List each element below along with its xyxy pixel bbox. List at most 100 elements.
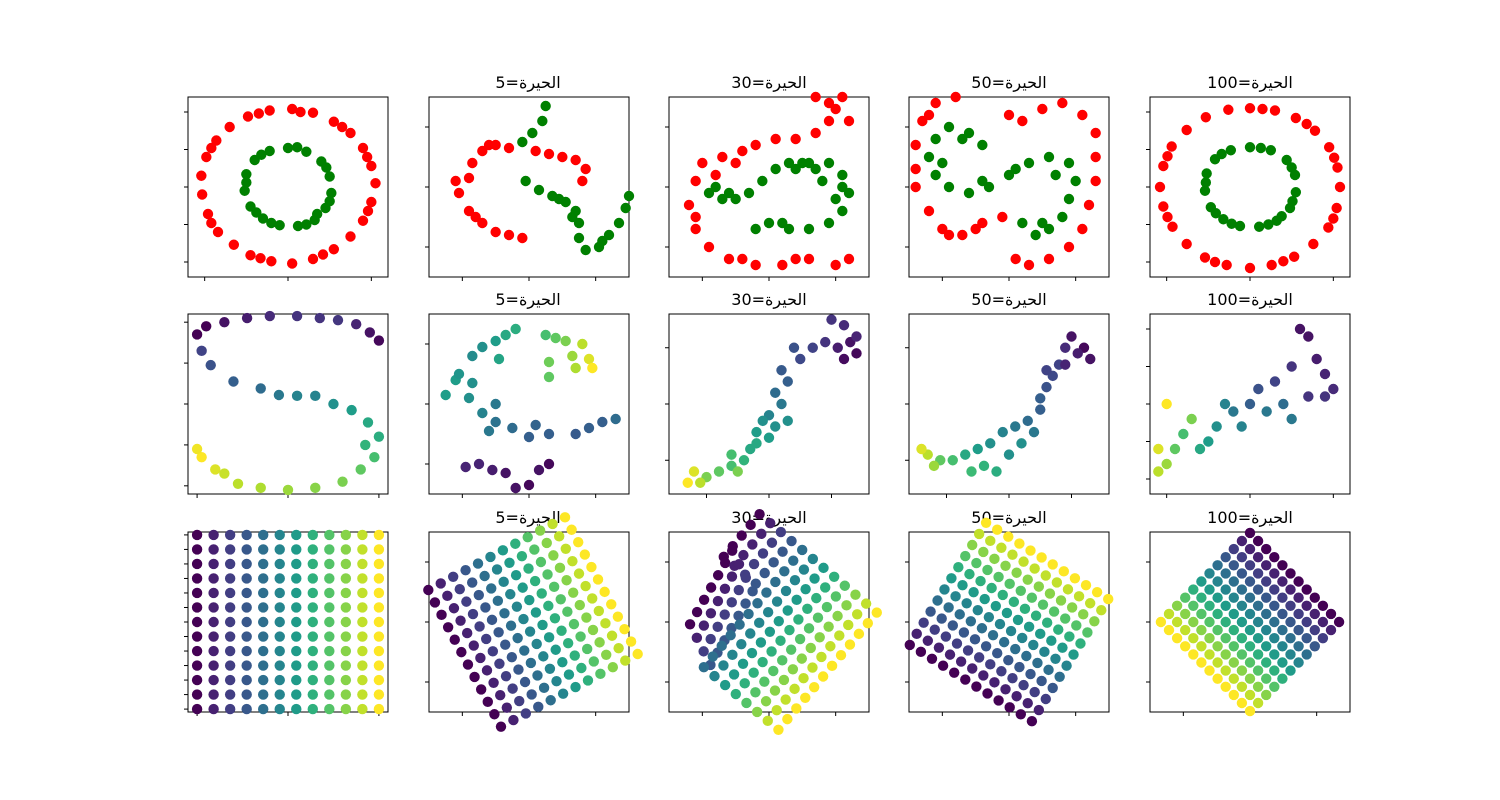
data-point — [930, 97, 941, 109]
data-point — [543, 600, 554, 612]
data-point — [843, 187, 855, 199]
data-point — [475, 684, 487, 695]
data-point — [560, 543, 571, 554]
data-point — [529, 544, 540, 555]
data-point — [1008, 596, 1020, 608]
data-point — [776, 398, 787, 410]
data-point — [340, 529, 352, 541]
data-point — [543, 458, 555, 470]
data-point — [613, 217, 625, 229]
data-point — [1196, 641, 1207, 652]
data-point — [224, 689, 236, 700]
data-point — [1210, 208, 1222, 219]
data-point — [326, 187, 337, 199]
panel-title: الحيرة=5 — [495, 73, 560, 93]
data-point — [340, 631, 352, 642]
data-point — [788, 342, 800, 353]
data-point — [734, 619, 745, 630]
data-point — [923, 205, 935, 217]
data-point — [274, 616, 285, 628]
data-point — [532, 670, 543, 681]
data-point — [373, 335, 385, 346]
data-point — [340, 602, 352, 613]
data-point — [1169, 443, 1181, 455]
data-point — [291, 544, 302, 555]
data-point — [987, 629, 999, 641]
data-point — [989, 677, 1000, 688]
data-point — [747, 539, 758, 550]
data-point — [570, 428, 581, 440]
data-point — [373, 544, 385, 555]
data-point — [580, 244, 591, 256]
data-point — [960, 449, 971, 460]
data-point — [603, 229, 615, 241]
data-point — [800, 583, 811, 595]
data-point — [1199, 252, 1211, 263]
data-point — [910, 181, 921, 193]
data-point — [1269, 632, 1280, 644]
data-point — [932, 595, 943, 606]
data-point — [557, 151, 568, 163]
data-point — [1277, 608, 1288, 620]
data-point — [1154, 181, 1166, 193]
data-point — [1260, 641, 1272, 652]
data-point — [1269, 616, 1280, 628]
data-point — [345, 231, 356, 242]
data-point — [208, 544, 219, 555]
data-point — [1220, 665, 1231, 676]
data-point — [777, 655, 788, 666]
data-point — [373, 631, 385, 642]
data-point — [766, 537, 778, 548]
data-point — [510, 482, 521, 494]
data-point — [789, 683, 800, 695]
data-point — [467, 350, 478, 362]
data-point — [1269, 376, 1281, 387]
data-point — [911, 628, 922, 640]
data-point — [350, 319, 362, 330]
data-point — [366, 196, 377, 208]
data-point — [487, 464, 498, 476]
data-point — [787, 664, 799, 675]
data-point — [191, 689, 203, 700]
data-point — [1055, 595, 1067, 606]
data-point — [456, 646, 467, 658]
data-point — [568, 618, 580, 630]
data-point — [1311, 353, 1322, 365]
data-point — [1068, 649, 1079, 660]
data-point — [1212, 624, 1223, 636]
data-point — [258, 689, 269, 700]
data-point — [780, 585, 792, 597]
data-point — [307, 602, 318, 613]
data-point — [790, 163, 801, 175]
data-point — [716, 640, 727, 652]
data-point — [208, 689, 219, 700]
data-point — [1199, 185, 1211, 196]
data-point — [1077, 223, 1088, 235]
data-point — [345, 127, 356, 139]
data-point — [1040, 693, 1051, 705]
data-point — [573, 536, 584, 548]
data-point — [540, 329, 551, 341]
data-point — [1211, 421, 1222, 432]
data-point — [553, 193, 565, 205]
data-point — [1005, 625, 1017, 637]
data-point — [1244, 592, 1256, 603]
data-point — [719, 679, 731, 691]
data-point — [1015, 709, 1027, 720]
data-point — [625, 636, 637, 647]
data-point — [985, 438, 996, 449]
panel-uniform-grid-1 — [423, 512, 643, 732]
data-point — [712, 595, 724, 607]
data-point — [1167, 221, 1178, 232]
data-point — [355, 464, 366, 475]
data-point — [291, 142, 303, 153]
data-point — [241, 703, 252, 715]
data-point — [684, 619, 696, 630]
data-point — [460, 564, 471, 576]
data-point — [1003, 654, 1014, 666]
data-point — [1236, 649, 1248, 660]
data-point — [549, 613, 561, 624]
data-point — [757, 548, 769, 559]
data-point — [577, 175, 588, 187]
